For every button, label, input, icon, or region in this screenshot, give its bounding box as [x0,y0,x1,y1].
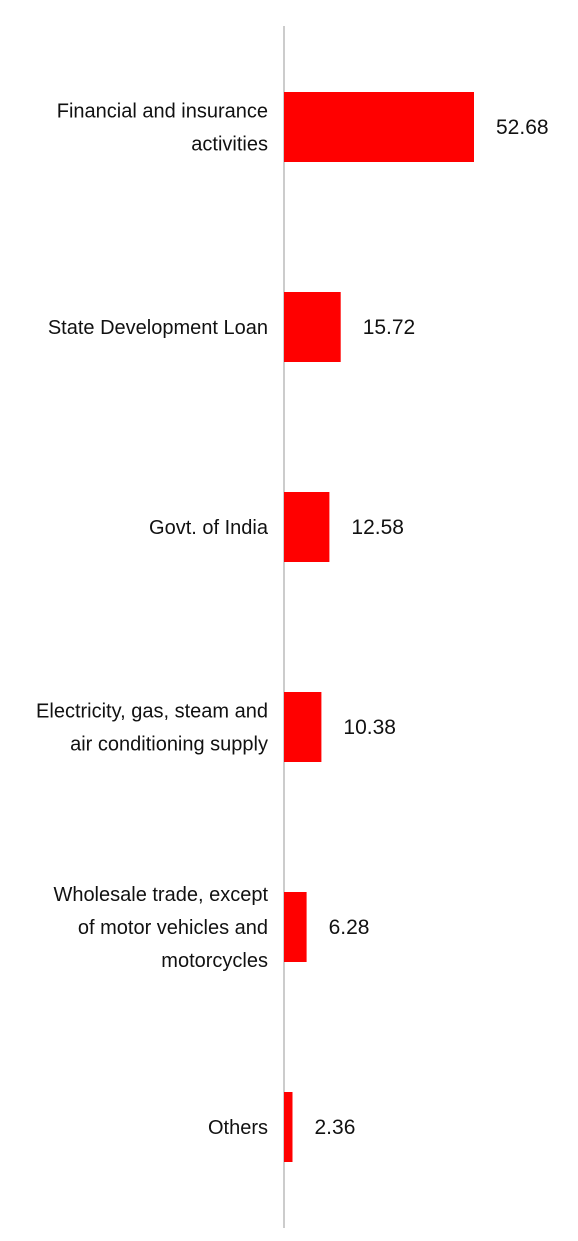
category-label-0: Financial and insurance activities [57,101,268,156]
category-label-line: activities [191,134,268,156]
value-label-1: 15.72 [363,316,416,339]
value-label-3: 10.38 [343,716,396,739]
category-label-2: Govt. of India [149,517,269,539]
value-labels-group: 52.68 15.72 12.58 10.38 6.28 2.36 [315,116,549,1139]
category-label-line: Others [208,1117,268,1139]
category-label-line: of motor vehicles and [78,917,268,939]
bars-group [284,92,474,1162]
category-labels-group: Financial and insurance activities State D… [36,101,269,1140]
category-label-line: State Development Loan [48,317,268,339]
bar-3 [284,692,322,762]
category-label-1: State Development Loan [48,317,268,339]
value-label-0: 52.68 [496,116,549,139]
category-label-line: Electricity, gas, steam and [36,701,268,723]
category-label-4: Wholesale trade, except of motor vehicles… [53,884,268,972]
category-label-line: Financial and insurance [57,101,268,123]
value-label-4: 6.28 [329,916,370,939]
bar-5 [284,1092,293,1162]
category-label-line: air conditioning supply [70,734,268,756]
category-label-line: Govt. of India [149,517,269,539]
bar-1 [284,292,341,362]
bar-2 [284,492,330,562]
bar-4 [284,892,307,962]
category-label-line: motorcycles [161,950,268,972]
value-label-2: 12.58 [351,516,404,539]
category-label-line: Wholesale trade, except [53,884,268,906]
bar-0 [284,92,474,162]
category-label-5: Others [208,1117,268,1139]
value-label-5: 2.36 [315,1116,356,1139]
category-label-3: Electricity, gas, steam and air condition… [36,701,268,756]
